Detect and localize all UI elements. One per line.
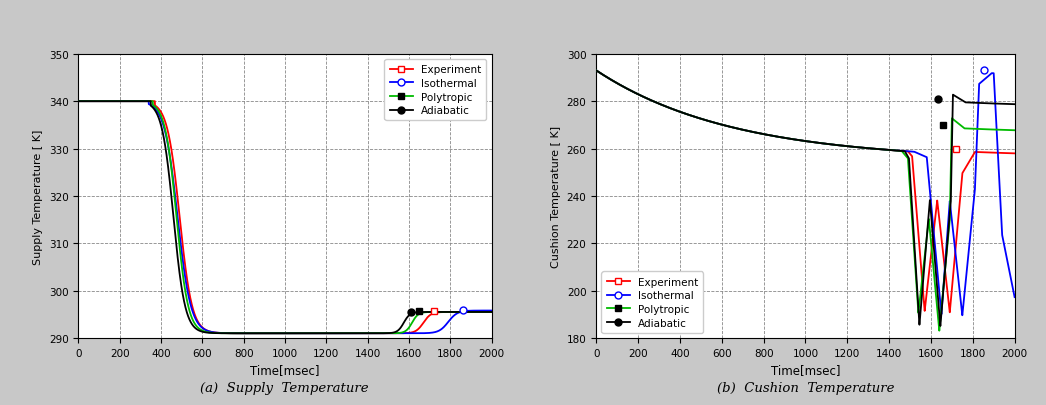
Y-axis label: Cushion Temperature [ K]: Cushion Temperature [ K] — [551, 126, 562, 267]
Legend: Experiment, Isothermal, Polytropic, Adiabatic: Experiment, Isothermal, Polytropic, Adia… — [385, 60, 486, 121]
X-axis label: Time[msec]: Time[msec] — [250, 363, 320, 376]
Y-axis label: Supply Temperature [ K]: Supply Temperature [ K] — [33, 129, 44, 264]
Text: (b)  Cushion  Temperature: (b) Cushion Temperature — [717, 381, 894, 394]
Legend: Experiment, Isothermal, Polytropic, Adiabatic: Experiment, Isothermal, Polytropic, Adia… — [601, 272, 703, 333]
X-axis label: Time[msec]: Time[msec] — [771, 363, 840, 376]
Text: (a)  Supply  Temperature: (a) Supply Temperature — [200, 381, 369, 394]
